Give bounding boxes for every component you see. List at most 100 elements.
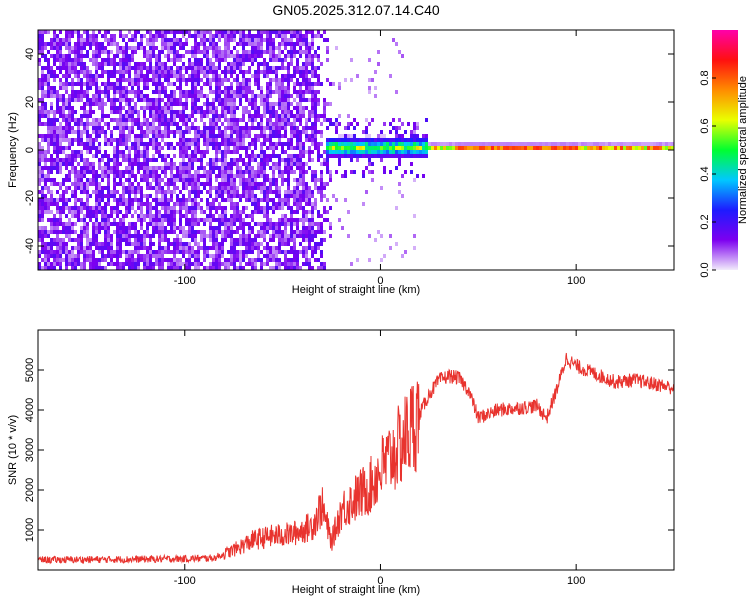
spectrogram-cell xyxy=(284,194,287,198)
spectrogram-cell xyxy=(230,158,233,162)
spectrogram-cell xyxy=(272,162,275,166)
spectrogram-cell xyxy=(389,138,392,142)
spectrogram-cell xyxy=(125,226,128,230)
spectrogram-cell xyxy=(188,178,191,182)
spectrogram-cell xyxy=(170,166,173,170)
spectrogram-cell xyxy=(242,30,245,34)
spectrogram-cell xyxy=(143,86,146,90)
spectrogram-cell xyxy=(305,42,308,46)
spectrogram-cell xyxy=(59,210,62,214)
spectrogram-cell xyxy=(158,262,161,266)
spectrogram-cell xyxy=(305,262,308,266)
spectrogram-cell xyxy=(230,186,233,190)
spectrogram-cell xyxy=(269,254,272,258)
spectrogram-cell xyxy=(98,230,101,234)
spectrogram-cell xyxy=(62,62,65,66)
spectrogram-cell xyxy=(143,66,146,70)
spectrogram-cell xyxy=(278,202,281,206)
spectrogram-cell xyxy=(221,58,224,62)
spectrogram-cell xyxy=(158,122,161,126)
spectrogram-cell xyxy=(107,242,110,246)
spectrogram-cell xyxy=(263,234,266,238)
spectrogram-cell xyxy=(95,66,98,70)
spectrogram-cell xyxy=(161,166,164,170)
spectrogram-cell xyxy=(290,258,293,262)
spectrogram-cell xyxy=(188,206,191,210)
spectrogram-cell xyxy=(302,166,305,170)
spectrogram-cell xyxy=(179,262,182,266)
spectrogram-cell xyxy=(164,210,167,214)
spectrogram-cell xyxy=(161,266,164,270)
spectrogram-cell xyxy=(176,54,179,58)
spectrogram-cell xyxy=(92,174,95,178)
spectrogram-cell xyxy=(224,190,227,194)
spectrogram-cell xyxy=(479,142,482,146)
spectrogram-cell xyxy=(278,170,281,174)
spectrogram-cell xyxy=(209,186,212,190)
spectrogram-cell xyxy=(179,258,182,262)
spectrogram-cell xyxy=(107,198,110,202)
spectrogram-cell xyxy=(230,182,233,186)
spectrogram-cell xyxy=(278,186,281,190)
spectrogram-cell xyxy=(128,38,131,42)
spectrogram-cell xyxy=(209,182,212,186)
spectrogram-cell xyxy=(62,246,65,250)
spectrogram-cell xyxy=(212,258,215,262)
spectrogram-cell xyxy=(110,234,113,238)
spectrogram-cell xyxy=(158,146,161,150)
spectrogram-cell xyxy=(386,142,389,146)
spectrogram-cell xyxy=(230,94,233,98)
spectrogram-cell xyxy=(179,154,182,158)
spectrogram-cell xyxy=(230,134,233,138)
spectrogram-cell xyxy=(242,170,245,174)
spectrogram-cell xyxy=(491,142,494,146)
spectrogram-cell xyxy=(302,90,305,94)
spectrogram-cell xyxy=(209,42,212,46)
spectrogram-cell xyxy=(227,234,230,238)
spectrogram-cell xyxy=(101,258,104,262)
spectrogram-cell xyxy=(197,82,200,86)
spectrogram-cell xyxy=(98,150,101,154)
spectrogram-cell xyxy=(62,158,65,162)
spectrogram-cell xyxy=(266,82,269,86)
spectrogram-cell xyxy=(326,102,329,106)
spectrogram-cell xyxy=(233,150,236,154)
spectrogram-cell xyxy=(41,150,44,154)
spectrogram-cell xyxy=(116,262,119,266)
spectrogram-cell xyxy=(83,90,86,94)
spectrogram-cell xyxy=(185,222,188,226)
spectrogram-cell xyxy=(155,182,158,186)
spectrogram-cell xyxy=(71,206,74,210)
spectrogram-cell xyxy=(221,198,224,202)
spectrogram-cell xyxy=(380,134,383,138)
spectrogram-cell xyxy=(221,234,224,238)
spectrogram-cell xyxy=(92,38,95,42)
spectrogram-cell xyxy=(134,38,137,42)
spectrogram-cell xyxy=(260,150,263,154)
snr-background xyxy=(38,330,674,570)
spectrogram-cell xyxy=(86,86,89,90)
spectrogram-cell xyxy=(302,214,305,218)
spectrogram-cell xyxy=(428,142,431,146)
spectrogram-cell xyxy=(80,226,83,230)
spectrogram-cell xyxy=(332,122,335,126)
spectrogram-cell xyxy=(140,154,143,158)
spectrogram-cell xyxy=(77,242,80,246)
spectrogram-cell xyxy=(281,78,284,82)
spectrogram-cell xyxy=(182,62,185,66)
spectrogram-cell xyxy=(539,142,542,146)
spectrogram-cell xyxy=(143,166,146,170)
spectrogram-cell xyxy=(287,174,290,178)
spectrogram-cell xyxy=(320,186,323,190)
spectrogram-cell xyxy=(239,70,242,74)
spectrogram-cell xyxy=(92,262,95,266)
spectrogram-cell xyxy=(152,166,155,170)
spectrogram-cell xyxy=(41,134,44,138)
spectrogram-cell xyxy=(287,70,290,74)
spectrogram-cell xyxy=(188,166,191,170)
spectrogram-cell xyxy=(326,182,329,186)
spectrogram-cell xyxy=(302,94,305,98)
spectrogram-cell xyxy=(311,202,314,206)
spectrogram-cell xyxy=(98,142,101,146)
spectrogram-cell xyxy=(347,114,350,118)
